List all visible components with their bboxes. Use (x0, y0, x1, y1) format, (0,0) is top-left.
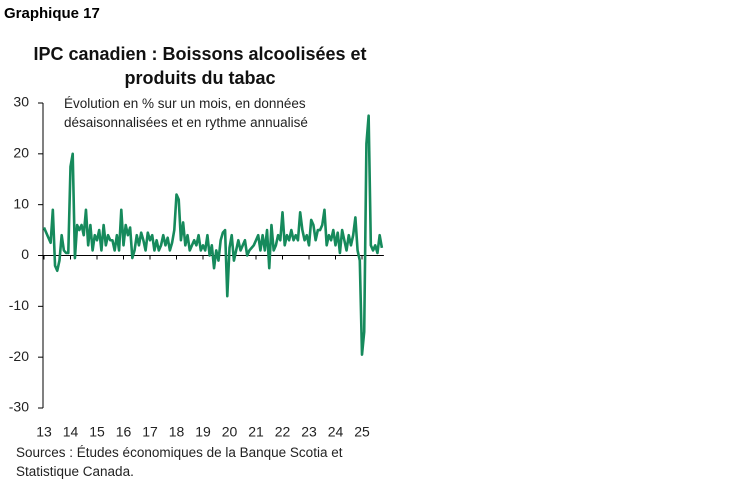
x-tick-label: 15 (89, 424, 105, 440)
data-line (42, 114, 384, 356)
x-tick-label: 18 (169, 424, 185, 440)
x-tick-label: 13 (36, 424, 52, 440)
source: Sources : Études économiques de la Banqu… (16, 445, 343, 479)
x-tick-label: 22 (275, 424, 291, 440)
x-tick-label: 24 (328, 424, 344, 440)
y-tick-label: 10 (13, 195, 29, 211)
y-tick-label: 30 (13, 94, 29, 110)
x-tick-label: 17 (142, 424, 158, 440)
x-tick-label: 25 (354, 424, 370, 440)
y-tick-label: -30 (9, 399, 29, 415)
y-tick-label: 20 (13, 145, 29, 161)
x-tick-label: 19 (195, 424, 211, 440)
x-tick-label: 14 (63, 424, 79, 440)
x-tick-label: 23 (301, 424, 317, 440)
annotation: Évolution en % sur un mois, en données d… (64, 96, 308, 130)
x-tick-label: 16 (116, 424, 132, 440)
x-tick-label: 20 (222, 424, 238, 440)
x-tick-label: 21 (248, 424, 264, 440)
y-tick-label: -10 (9, 297, 29, 313)
chart-title: IPC canadien : Boissons alcoolisées et p… (33, 44, 367, 88)
y-tick-label: 0 (21, 246, 29, 262)
chart-label: Graphique 17 (4, 5, 100, 22)
y-tick-label: -20 (9, 348, 29, 364)
